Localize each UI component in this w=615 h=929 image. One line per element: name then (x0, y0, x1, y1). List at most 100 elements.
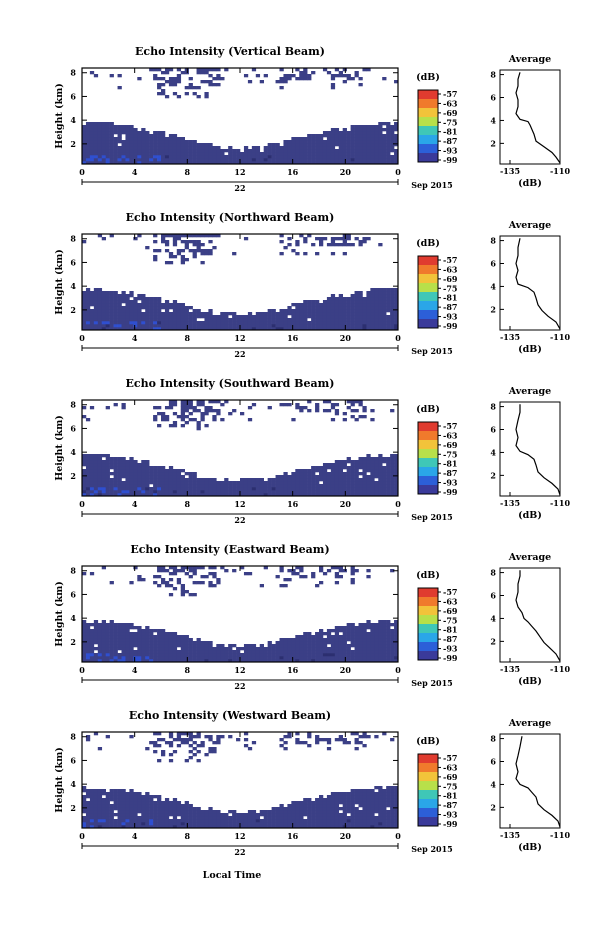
heatmap-cell (89, 810, 95, 814)
heatmap-cell (295, 137, 300, 141)
heatmap-cell (145, 297, 150, 301)
heatmap-cell (291, 807, 296, 811)
heatmap-cell (157, 86, 162, 90)
heatmap-cell (311, 493, 316, 497)
heatmap-cell (200, 324, 205, 328)
heatmap-cell (196, 813, 201, 817)
heatmap-cell (330, 472, 336, 476)
heatmap-cell (184, 810, 189, 814)
heatmap-cell (346, 635, 351, 639)
heatmap-cell (394, 810, 399, 814)
y-tick-label: 4 (70, 779, 76, 789)
heatmap-cell (85, 816, 91, 820)
heatmap-cell (350, 807, 355, 811)
heatmap-cell (295, 487, 300, 491)
heatmap-cell (216, 490, 221, 494)
heatmap-cell (204, 252, 209, 256)
heatmap-cell (188, 149, 193, 153)
heatmap-cell (105, 318, 110, 322)
heatmap-cell (145, 155, 150, 159)
heatmap-cell (109, 822, 114, 826)
heatmap-cell (378, 620, 383, 624)
heatmap-cell (153, 638, 158, 642)
heatmap-cell (354, 626, 359, 630)
heatmap-cell (303, 303, 308, 307)
heatmap-cell (172, 161, 178, 165)
heatmap-cell (370, 819, 375, 823)
heatmap-cell (228, 318, 233, 322)
heatmap-cell (358, 306, 363, 310)
heatmap-cell (366, 134, 371, 138)
heatmap-cell (113, 128, 118, 132)
panel-title: Echo Intensity (Eastward Beam) (130, 543, 329, 556)
heatmap-cell (374, 131, 379, 135)
heatmap-cell (322, 804, 328, 808)
heatmap-cell (208, 584, 213, 588)
heatmap-cell (326, 632, 332, 636)
heatmap-cell (267, 490, 272, 494)
heatmap-cell (319, 653, 324, 657)
heatmap-cell (85, 291, 91, 295)
heatmap-cell (311, 487, 316, 491)
heatmap-cell (358, 457, 363, 461)
heatmap-cell (322, 466, 328, 470)
heatmap-cell (354, 638, 359, 642)
heatmap-cell (196, 819, 201, 823)
heatmap-cell (338, 158, 343, 162)
heatmap-cell (164, 80, 170, 84)
heatmap-cell (283, 146, 288, 150)
heatmap-cell (330, 478, 336, 482)
heatmap-cell (97, 659, 103, 663)
y-axis-label: Height (km) (54, 581, 65, 647)
heatmap-cell (334, 641, 340, 645)
heatmap-cell (326, 813, 332, 817)
heatmap-cell (149, 481, 154, 485)
heatmap-cell (303, 819, 308, 823)
heatmap-cell (291, 810, 296, 814)
heatmap-cell (346, 626, 351, 630)
heatmap-cell (338, 816, 343, 820)
heatmap-cell (394, 620, 399, 624)
heatmap-cell (386, 804, 391, 808)
heatmap-cell (192, 249, 197, 253)
heatmap-cell (346, 406, 351, 410)
heatmap-cell (322, 801, 328, 805)
heatmap-cell (161, 632, 166, 636)
heatmap-cell (161, 240, 166, 244)
heatmap-cell (141, 795, 146, 799)
heatmap-cell (295, 140, 300, 144)
heatmap-cell (141, 578, 146, 582)
heatmap-cell (271, 484, 276, 488)
heatmap-cell (358, 83, 363, 87)
heatmap-cell (346, 134, 351, 138)
heatmap-cell (121, 403, 126, 407)
heatmap-cell (366, 312, 371, 316)
heatmap-cell (362, 406, 367, 410)
heatmap-cell (157, 309, 162, 313)
heatmap-cell (358, 487, 363, 491)
heatmap-cell (161, 493, 166, 497)
heatmap-cell (307, 493, 312, 497)
colorbar-tick-label: -99 (443, 819, 458, 829)
heatmap-cell (354, 125, 359, 129)
x-tick-label: 16 (287, 167, 299, 177)
heatmap-cell (220, 418, 225, 422)
heatmap-cell (299, 318, 304, 322)
heatmap-cell (85, 137, 91, 141)
heatmap-cell (97, 638, 103, 642)
heatmap-cell (287, 481, 292, 485)
heatmap-cell (129, 291, 134, 295)
heatmap-cell (362, 632, 367, 636)
heatmap-cell (157, 327, 162, 331)
heatmap-cell (366, 810, 371, 814)
heatmap-cell (145, 312, 150, 316)
heatmap-cell (287, 318, 292, 322)
heatmap-cell (366, 822, 371, 826)
heatmap-cell (145, 825, 150, 829)
heatmap-cell (370, 632, 375, 636)
heatmap-cell (117, 807, 122, 811)
heatmap-cell (121, 490, 126, 494)
heatmap-cell (295, 804, 300, 808)
heatmap-cell (354, 469, 359, 473)
heatmap-cell (101, 131, 106, 135)
